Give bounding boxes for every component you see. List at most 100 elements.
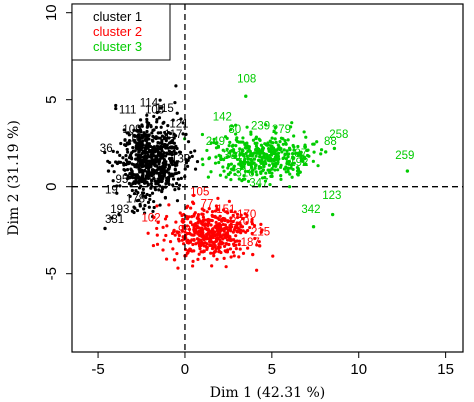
data-point — [229, 255, 233, 259]
data-point — [252, 161, 256, 165]
point-label: 36 — [100, 143, 113, 155]
data-point — [209, 170, 213, 174]
data-point — [260, 176, 265, 180]
data-point — [164, 182, 168, 186]
y-tick-label: 0 — [43, 183, 60, 191]
data-point — [149, 155, 153, 159]
data-point — [166, 167, 170, 171]
data-point — [134, 165, 139, 169]
data-point — [181, 224, 185, 228]
data-point — [146, 231, 150, 235]
data-point — [249, 130, 253, 134]
data-point — [180, 228, 184, 233]
data-point — [224, 175, 228, 179]
data-point — [324, 150, 328, 154]
data-point — [155, 110, 159, 115]
data-point — [271, 164, 276, 168]
data-point — [158, 203, 162, 207]
data-point — [149, 125, 153, 129]
data-point — [221, 208, 226, 212]
data-point — [165, 151, 169, 155]
data-point — [273, 168, 277, 172]
data-point — [262, 152, 266, 156]
data-point — [140, 168, 144, 173]
data-point — [229, 209, 233, 213]
data-point — [151, 209, 155, 214]
data-point — [238, 247, 242, 251]
data-point — [170, 162, 175, 167]
data-point — [257, 184, 262, 188]
data-point — [138, 140, 142, 144]
data-point — [311, 142, 315, 146]
point-label: 109 — [122, 124, 141, 136]
data-point — [221, 237, 225, 241]
data-point — [172, 136, 176, 140]
data-point — [158, 157, 162, 161]
data-point — [111, 179, 115, 183]
data-point — [146, 146, 150, 150]
data-point — [201, 212, 205, 216]
data-point — [144, 158, 148, 162]
data-point — [209, 238, 213, 242]
data-point — [165, 178, 169, 182]
data-point — [224, 265, 228, 269]
data-point — [243, 169, 248, 173]
data-point — [140, 151, 144, 155]
data-point — [135, 208, 140, 213]
data-point — [122, 167, 126, 172]
data-point — [229, 219, 233, 223]
point-label: 259 — [395, 150, 414, 162]
data-point — [156, 182, 160, 186]
data-point — [230, 144, 235, 148]
data-point — [180, 238, 184, 242]
data-point — [121, 156, 125, 160]
data-point — [214, 224, 218, 228]
data-point — [187, 239, 191, 243]
data-point — [245, 125, 249, 129]
data-point — [290, 175, 294, 179]
data-point — [130, 169, 134, 173]
data-point — [137, 136, 141, 140]
data-point — [136, 143, 141, 147]
data-point — [161, 248, 165, 252]
data-point — [254, 144, 259, 148]
point-label: 96 — [136, 159, 149, 171]
data-point — [155, 120, 159, 124]
series-cluster-3 — [182, 94, 410, 229]
data-point — [244, 151, 248, 156]
data-point — [146, 200, 151, 204]
data-point — [301, 159, 305, 163]
data-point — [251, 138, 256, 142]
data-point — [299, 150, 303, 155]
x-tick-label: 0 — [181, 361, 189, 378]
data-point — [288, 172, 292, 176]
data-point — [227, 151, 231, 155]
data-point — [139, 130, 143, 134]
data-point — [149, 182, 153, 186]
data-point — [127, 155, 132, 160]
data-point — [289, 163, 293, 167]
data-point — [219, 157, 223, 162]
data-point — [209, 141, 213, 145]
data-point — [146, 163, 150, 167]
point-label: 249 — [206, 136, 225, 148]
data-point — [145, 125, 149, 129]
point-label: 108 — [145, 105, 164, 117]
data-point — [125, 131, 129, 135]
data-point — [222, 244, 227, 248]
data-point — [292, 134, 296, 138]
data-point — [152, 114, 156, 119]
data-point — [207, 207, 211, 211]
data-point — [155, 233, 159, 237]
data-point — [258, 159, 263, 164]
data-point — [272, 129, 276, 133]
data-point — [180, 213, 184, 218]
x-tick-label: 10 — [350, 361, 367, 378]
data-point — [163, 154, 168, 158]
data-point — [302, 130, 306, 134]
data-point — [212, 254, 216, 258]
data-point — [193, 167, 198, 171]
data-point — [226, 211, 230, 215]
data-point — [218, 240, 223, 244]
